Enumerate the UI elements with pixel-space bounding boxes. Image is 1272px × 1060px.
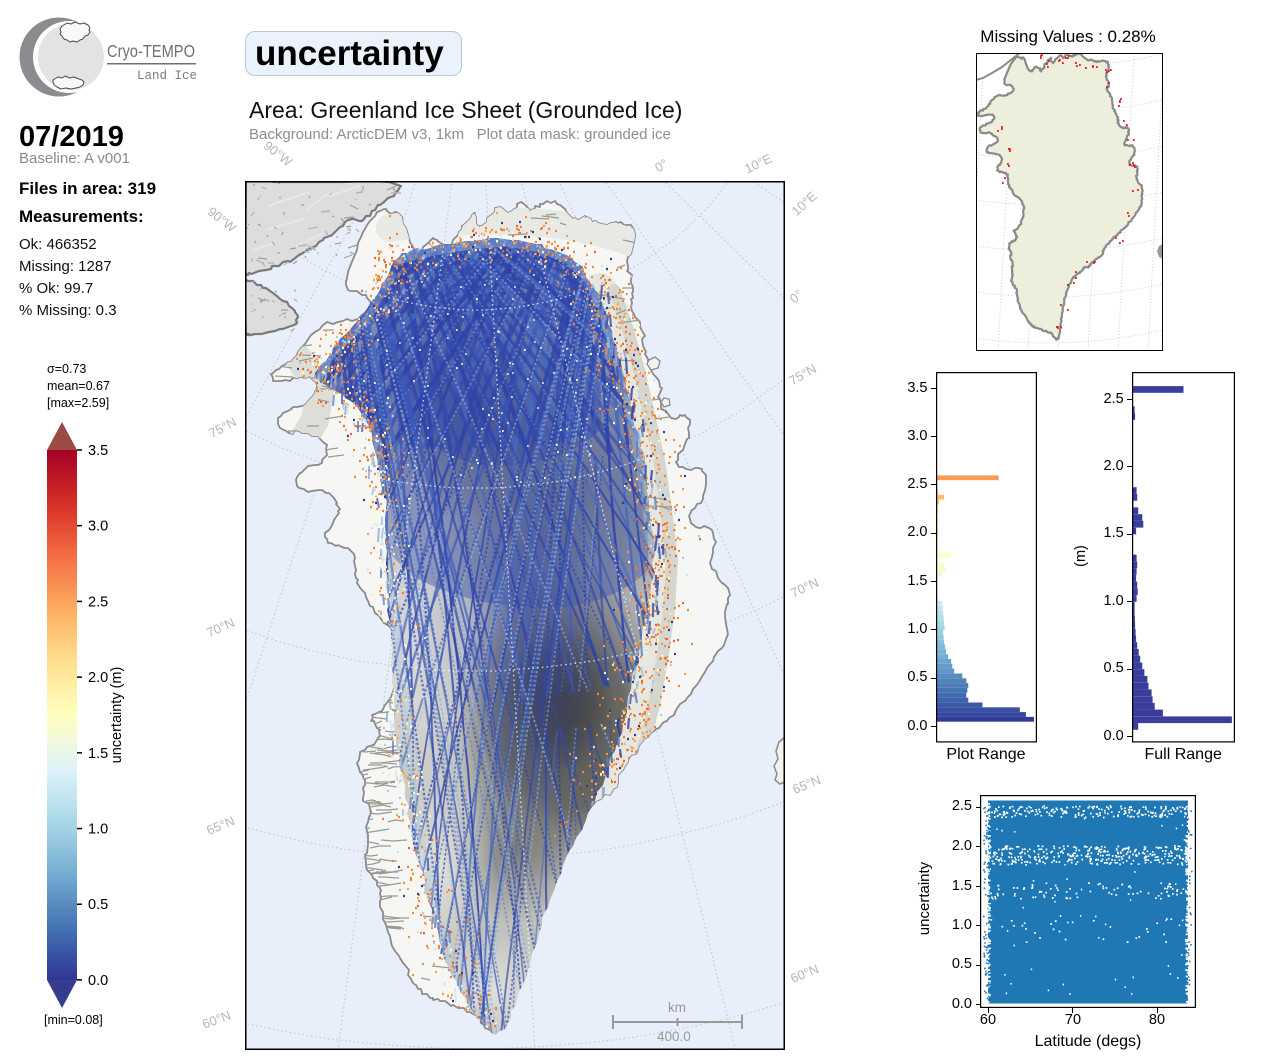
svg-text:0.0: 0.0 — [88, 973, 108, 989]
svg-text:[max=2.59]: [max=2.59] — [47, 396, 109, 410]
svg-text:3.5: 3.5 — [88, 443, 108, 459]
svg-text:mean=0.67: mean=0.67 — [47, 379, 110, 393]
svg-text:km: km — [668, 1000, 686, 1015]
svg-text:Land Ice: Land Ice — [137, 69, 197, 83]
svg-text:σ=0.73: σ=0.73 — [47, 362, 86, 376]
svg-text:3.0: 3.0 — [88, 519, 108, 535]
svg-text:[min=0.08]: [min=0.08] — [44, 1013, 103, 1027]
svg-text:1.5: 1.5 — [88, 746, 108, 762]
svg-text:Cryo-TEMPO: Cryo-TEMPO — [107, 41, 195, 61]
svg-text:2.0: 2.0 — [88, 670, 108, 686]
svg-text:0.5: 0.5 — [88, 897, 108, 913]
svg-text:2.5: 2.5 — [88, 594, 108, 610]
svg-text:1.0: 1.0 — [88, 822, 108, 838]
svg-text:400.0: 400.0 — [657, 1029, 691, 1044]
svg-text:uncertainty (m): uncertainty (m) — [109, 667, 125, 764]
